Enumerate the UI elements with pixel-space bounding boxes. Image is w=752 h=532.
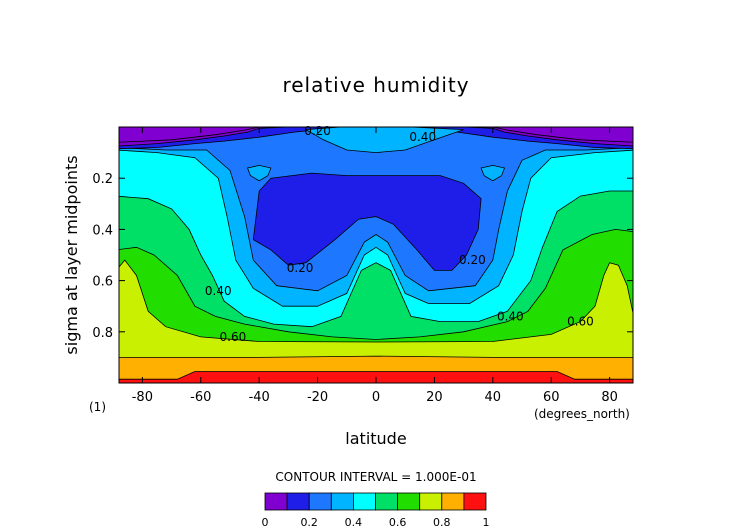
contour-label: 0.20: [304, 124, 331, 138]
x-tick-label: 20: [426, 390, 443, 405]
contour-interval-label: CONTOUR INTERVAL = 1.000E-01: [275, 470, 476, 484]
colorbar-swatch: [441, 492, 465, 511]
colorbar-swatch: [375, 492, 399, 511]
chart-title: relative humidity: [282, 73, 469, 97]
contour-region-band-0-3-0-4-top: [304, 127, 464, 154]
y-axis-ticks: 0.2 0.4 0.6 0.8: [92, 172, 633, 341]
contour-region-band-0-0-1: [119, 127, 633, 143]
contour-label: 0.40: [409, 130, 436, 144]
x-tick-label: 80: [601, 390, 618, 405]
x-unit-label: (degrees_north): [534, 407, 630, 421]
y-tick-label: 0.4: [92, 223, 113, 238]
colorbar-tick-label: 0.2: [300, 516, 318, 529]
x-tick-label: 0: [372, 390, 380, 405]
contour-label: 0.40: [205, 284, 232, 298]
colorbar-swatch: [397, 492, 421, 511]
colorbar: 0 0.2 0.4 0.6 0.8 1: [262, 492, 490, 529]
x-axis-ticks: -80 -60 -40 -20 0 20 40 60 80: [132, 127, 618, 405]
contour-label: 0.40: [497, 309, 524, 323]
colorbar-tick-label: 0.8: [433, 516, 451, 529]
colorbar-tick-label: 0: [262, 516, 269, 529]
x-tick-label: -80: [132, 390, 153, 405]
contour-region-band-0-1-0-2: [252, 172, 482, 271]
y-unit-label: (1): [89, 400, 106, 414]
y-axis-label: sigma at layer midpoints: [62, 155, 81, 354]
contour-label: 0.60: [567, 315, 594, 329]
contour-labels: 0.20 0.40 0.20 0.20 0.40 0.40 0.60 0.60: [205, 124, 594, 344]
colorbar-swatch: [463, 492, 487, 511]
colorbar-swatch: [330, 492, 354, 511]
x-tick-label: -60: [190, 390, 211, 405]
plot-area: [119, 127, 633, 383]
x-tick-label: -40: [249, 390, 270, 405]
y-tick-label: 0.8: [92, 326, 113, 341]
colorbar-tick-label: 0.4: [345, 516, 363, 529]
contour-region-band-0-3-0-4-island-left: [246, 164, 272, 182]
x-axis-label: latitude: [345, 429, 406, 448]
colorbar-swatch: [264, 492, 288, 511]
contour-region-band-0-3-0-4-island-right: [480, 164, 506, 182]
x-tick-label: -20: [307, 390, 328, 405]
x-tick-label: 60: [543, 390, 560, 405]
y-tick-label: 0.2: [92, 172, 113, 187]
colorbar-tick-label: 1: [483, 516, 490, 529]
colorbar-swatch: [308, 492, 332, 511]
colorbar-swatch: [352, 492, 376, 511]
contour-label: 0.20: [459, 253, 486, 267]
colorbar-swatch: [419, 492, 443, 511]
contour-label: 0.60: [220, 330, 247, 344]
contour-fields: [119, 127, 633, 383]
colorbar-swatch: [286, 492, 310, 511]
contour-region-band-0-0-1-upper: [119, 127, 633, 147]
contour-label: 0.20: [287, 261, 314, 275]
colorbar-tick-label: 0.6: [389, 516, 407, 529]
x-tick-label: 40: [485, 390, 502, 405]
y-tick-label: 0.6: [92, 275, 113, 290]
